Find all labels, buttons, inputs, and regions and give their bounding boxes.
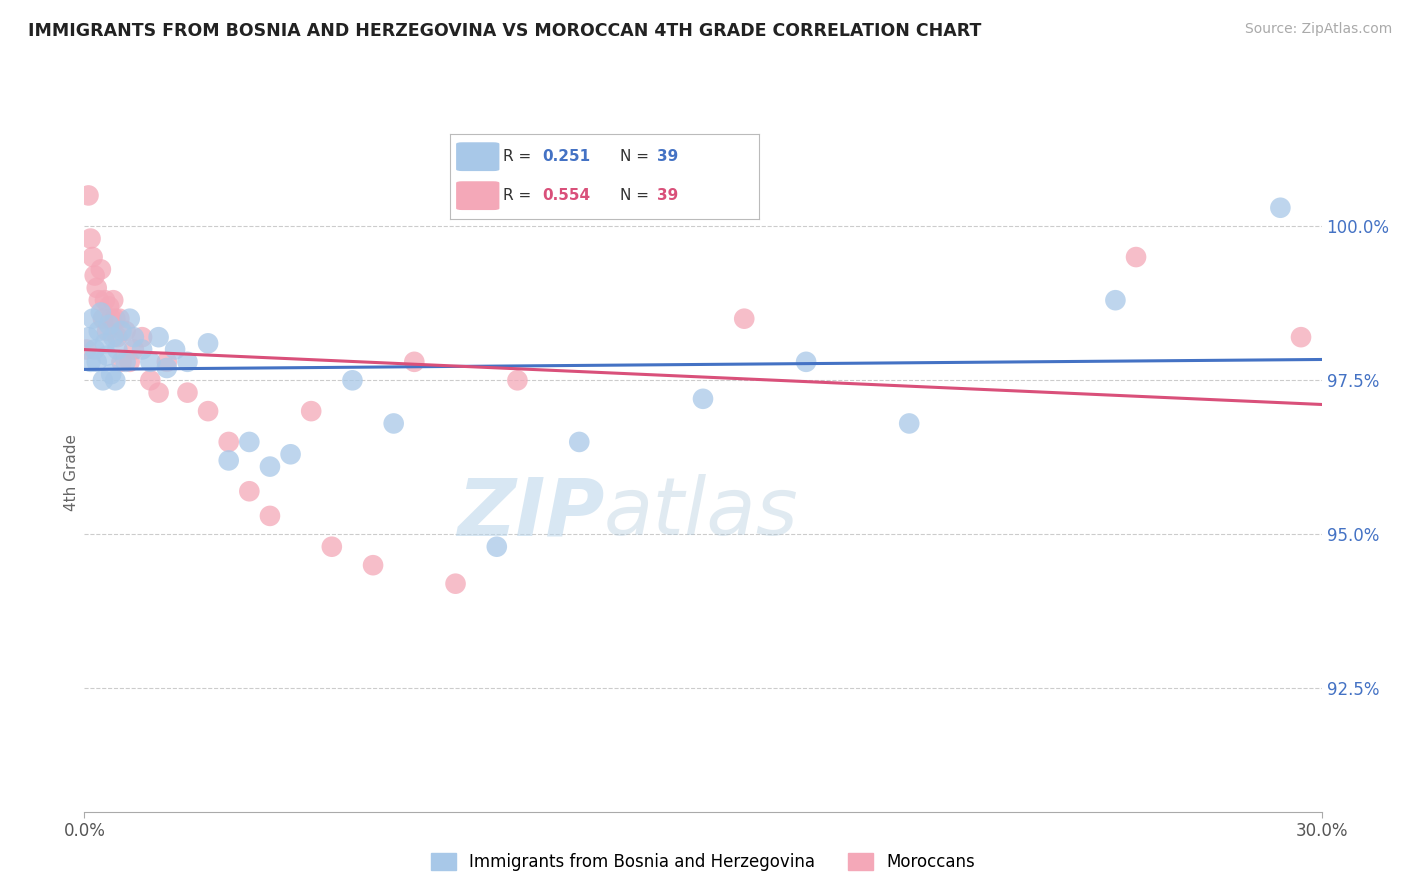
- Point: [105, 343, 128, 357]
- Point: [90, 262, 112, 277]
- Point: [238, 484, 260, 499]
- Text: ZIP: ZIP: [457, 475, 605, 552]
- Point: [156, 361, 179, 376]
- Text: Source: ZipAtlas.com: Source: ZipAtlas.com: [1244, 22, 1392, 37]
- Point: [98, 318, 121, 332]
- Point: [104, 373, 127, 387]
- Point: [110, 355, 132, 369]
- Point: [197, 336, 219, 351]
- Point: [259, 459, 281, 474]
- Point: [82, 250, 104, 264]
- Point: [156, 355, 179, 369]
- Point: [898, 417, 921, 431]
- Point: [139, 355, 162, 369]
- Point: [1289, 330, 1312, 344]
- Point: [86, 281, 108, 295]
- Point: [86, 355, 108, 369]
- Point: [114, 324, 136, 338]
- Point: [90, 305, 112, 319]
- Point: [321, 540, 343, 554]
- Text: IMMIGRANTS FROM BOSNIA AND HERZEGOVINA VS MOROCCAN 4TH GRADE CORRELATION CHART: IMMIGRANTS FROM BOSNIA AND HERZEGOVINA V…: [28, 22, 981, 40]
- Point: [100, 367, 122, 381]
- Point: [77, 330, 100, 344]
- Text: R =: R =: [502, 188, 536, 203]
- Point: [794, 355, 817, 369]
- Point: [218, 434, 240, 449]
- Point: [87, 293, 110, 308]
- Point: [118, 311, 141, 326]
- Point: [568, 434, 591, 449]
- Point: [100, 311, 122, 326]
- Point: [197, 404, 219, 418]
- Point: [122, 343, 145, 357]
- Point: [506, 373, 529, 387]
- Point: [733, 311, 755, 326]
- Point: [342, 373, 364, 387]
- Point: [118, 355, 141, 369]
- Point: [105, 330, 128, 344]
- Point: [91, 373, 114, 387]
- Point: [692, 392, 714, 406]
- Point: [122, 330, 145, 344]
- Point: [1104, 293, 1126, 308]
- Point: [165, 343, 187, 357]
- Point: [139, 373, 162, 387]
- Point: [91, 311, 114, 326]
- Y-axis label: 4th Grade: 4th Grade: [63, 434, 79, 511]
- FancyBboxPatch shape: [456, 143, 499, 171]
- Point: [77, 188, 100, 202]
- Point: [148, 330, 170, 344]
- Point: [382, 417, 405, 431]
- Point: [96, 349, 118, 363]
- Point: [79, 355, 101, 369]
- Text: 0.251: 0.251: [543, 149, 591, 164]
- Point: [404, 355, 426, 369]
- Text: R =: R =: [502, 149, 536, 164]
- Point: [94, 293, 117, 308]
- Point: [114, 355, 136, 369]
- Point: [131, 330, 153, 344]
- Text: 0.554: 0.554: [543, 188, 591, 203]
- Text: N =: N =: [620, 188, 654, 203]
- Point: [299, 404, 322, 418]
- Point: [103, 330, 125, 344]
- Point: [83, 268, 105, 283]
- Point: [485, 540, 508, 554]
- Point: [87, 324, 110, 338]
- Point: [82, 311, 104, 326]
- Point: [108, 311, 131, 326]
- Point: [1270, 201, 1292, 215]
- Point: [148, 385, 170, 400]
- Point: [94, 336, 117, 351]
- Text: atlas: atlas: [605, 475, 799, 552]
- Point: [176, 355, 198, 369]
- Point: [238, 434, 260, 449]
- FancyBboxPatch shape: [456, 181, 499, 211]
- Point: [96, 324, 118, 338]
- Text: 39: 39: [657, 149, 679, 164]
- Point: [218, 453, 240, 467]
- Point: [131, 343, 153, 357]
- Point: [259, 508, 281, 523]
- Point: [75, 343, 97, 357]
- Point: [104, 311, 127, 326]
- Text: 39: 39: [657, 188, 679, 203]
- Point: [444, 576, 467, 591]
- Point: [176, 385, 198, 400]
- Point: [361, 558, 384, 573]
- Point: [103, 293, 125, 308]
- Point: [98, 299, 121, 313]
- Point: [1125, 250, 1147, 264]
- Point: [280, 447, 302, 461]
- Text: N =: N =: [620, 149, 654, 164]
- Legend: Immigrants from Bosnia and Herzegovina, Moroccans: Immigrants from Bosnia and Herzegovina, …: [422, 845, 984, 880]
- Point: [83, 343, 105, 357]
- Point: [79, 231, 101, 245]
- Point: [110, 324, 132, 338]
